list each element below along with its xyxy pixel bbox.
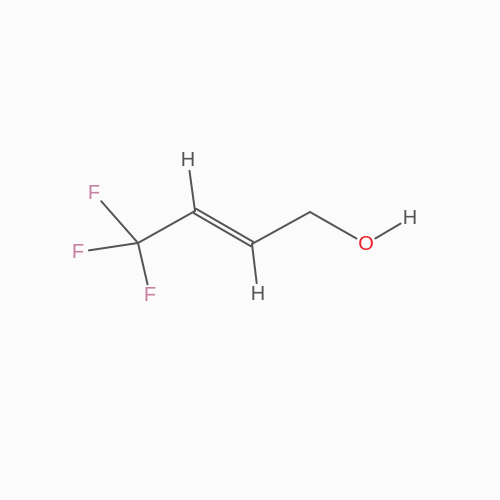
atom-H3: H [251, 284, 265, 304]
atom-HO: H [403, 208, 417, 228]
molecule-canvas: F F F H H O H [0, 0, 500, 500]
atom-F3: F [144, 285, 156, 305]
atom-H2: H [181, 150, 195, 170]
atom-O: O [358, 234, 374, 254]
atom-F2: F [72, 242, 84, 262]
atom-F1: F [88, 183, 100, 203]
